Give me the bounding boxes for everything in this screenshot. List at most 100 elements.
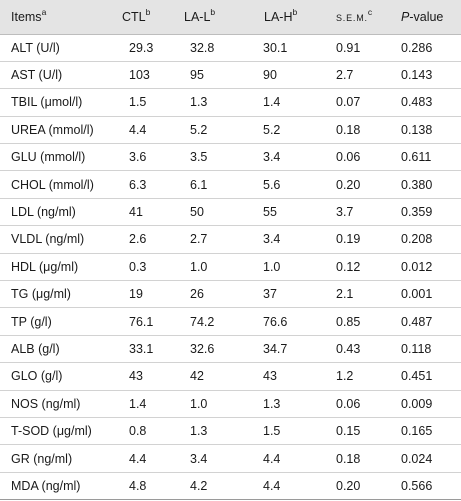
p-value-cell: 0.118: [401, 341, 432, 356]
la-l-cell: 1.3: [190, 424, 208, 439]
ctl-cell: 33.1: [129, 341, 154, 356]
la-l-cell: 4.2: [190, 478, 208, 493]
la-h-cell: 55: [263, 205, 277, 220]
item-cell: MDA (ng/ml): [11, 478, 81, 493]
la-l-cell: 95: [190, 68, 204, 83]
table-row: AST (U/l) 103 95 90 2.7 0.143: [0, 61, 461, 88]
sem-cell: 1.2: [336, 369, 354, 384]
table-header: Itemsa CTLb LA-Lb LA-Hb S.E.M.c P-value: [0, 0, 461, 34]
item-cell: ALB (g/l): [11, 341, 60, 356]
sem-cell: 0.07: [336, 95, 361, 110]
ctl-cell: 103: [129, 68, 150, 83]
item-cell: CHOL (mmol/l): [11, 177, 94, 192]
ctl-cell: 0.8: [129, 424, 147, 439]
p-value-cell: 0.487: [401, 314, 433, 329]
item-cell: GR (ng/ml): [11, 451, 73, 466]
header-items: Itemsa: [0, 0, 110, 34]
la-h-cell: 43: [263, 369, 277, 384]
header-sem-footnote: c: [367, 6, 373, 17]
ctl-cell: 1.4: [129, 396, 147, 411]
sem-cell: 2.1: [336, 287, 354, 302]
item-cell: UREA (mmol/l): [11, 122, 94, 137]
table-row: CHOL (mmol/l) 6.3 6.1 5.6 0.20 0.380: [0, 170, 461, 198]
table-row: TBIL (μmol/l) 1.5 1.3 1.4 0.07 0.483: [0, 88, 461, 116]
la-l-cell: 1.0: [190, 259, 208, 274]
header-la-l-label: LA-L: [184, 9, 211, 24]
item-cell: VLDL (ng/ml): [11, 232, 85, 247]
p-value-cell: 0.359: [401, 205, 433, 220]
header-sem-label: S.E.M.: [336, 12, 368, 23]
la-l-cell: 26: [190, 287, 204, 302]
table-row: LDL (ng/ml) 41 50 55 3.7 0.359: [0, 198, 461, 225]
la-h-cell: 4.4: [263, 478, 281, 493]
sem-cell: 0.06: [336, 150, 361, 165]
la-l-cell: 3.5: [190, 150, 208, 165]
sem-cell: 0.91: [336, 40, 361, 55]
header-la-h-footnote: b: [292, 6, 298, 17]
la-h-cell: 3.4: [263, 232, 281, 247]
table-row: HDL (μg/ml) 0.3 1.0 1.0 0.12 0.012: [0, 253, 461, 280]
la-h-cell: 90: [263, 68, 277, 83]
sem-cell: 0.43: [336, 341, 361, 356]
p-value-cell: 0.566: [401, 478, 433, 493]
ctl-cell: 43: [129, 369, 143, 384]
ctl-cell: 19: [129, 287, 143, 302]
la-h-cell: 1.5: [263, 424, 281, 439]
p-value-cell: 0.208: [401, 232, 433, 247]
p-value-cell: 0.286: [401, 40, 433, 55]
header-sem: S.E.M.c: [324, 0, 393, 34]
table-row: UREA (mmol/l) 4.4 5.2 5.2 0.18 0.138: [0, 116, 461, 143]
item-cell: T-SOD (μg/ml): [11, 424, 92, 439]
header-la-l: LA-Lb: [172, 0, 252, 34]
item-cell: LDL (ng/ml): [11, 205, 76, 220]
p-value-cell: 0.611: [401, 150, 432, 165]
ctl-cell: 6.3: [129, 177, 147, 192]
item-cell: HDL (μg/ml): [11, 259, 79, 274]
header-items-label: Items: [11, 9, 42, 24]
ctl-cell: 0.3: [129, 259, 147, 274]
la-l-cell: 6.1: [190, 177, 208, 192]
la-l-cell: 50: [190, 205, 204, 220]
sem-cell: 0.20: [336, 177, 361, 192]
sem-cell: 0.85: [336, 314, 361, 329]
la-h-cell: 5.6: [263, 177, 281, 192]
item-cell: GLO (g/l): [11, 369, 63, 384]
la-l-cell: 42: [190, 369, 204, 384]
table-row: TP (g/l) 76.1 74.2 76.6 0.85 0.487: [0, 307, 461, 335]
ctl-cell: 4.8: [129, 478, 147, 493]
item-cell: TP (g/l): [11, 314, 52, 329]
header-p-rest: -value: [409, 9, 444, 24]
table-row: GR (ng/ml) 4.4 3.4 4.4 0.18 0.024: [0, 444, 461, 472]
la-l-cell: 74.2: [190, 314, 215, 329]
p-value-cell: 0.024: [401, 451, 433, 466]
table-row: T-SOD (μg/ml) 0.8 1.3 1.5 0.15 0.165: [0, 417, 461, 444]
la-l-cell: 1.3: [190, 95, 208, 110]
item-cell: ALT (U/l): [11, 40, 60, 55]
la-l-cell: 2.7: [190, 232, 208, 247]
header-la-l-footnote: b: [210, 6, 216, 17]
ctl-cell: 3.6: [129, 150, 147, 165]
la-h-cell: 4.4: [263, 451, 281, 466]
p-value-cell: 0.138: [401, 122, 433, 137]
sem-cell: 2.7: [336, 68, 354, 83]
header-la-h-label: LA-H: [264, 9, 293, 24]
p-value-cell: 0.143: [401, 68, 433, 83]
table-row: GLU (mmol/l) 3.6 3.5 3.4 0.06 0.611: [0, 143, 461, 171]
la-h-cell: 37: [263, 287, 277, 302]
sem-cell: 0.15: [336, 424, 361, 439]
p-value-cell: 0.165: [401, 424, 433, 439]
item-cell: NOS (ng/ml): [11, 396, 81, 411]
p-value-cell: 0.380: [401, 177, 433, 192]
la-h-cell: 1.3: [263, 396, 281, 411]
table-row: NOS (ng/ml) 1.4 1.0 1.3 0.06 0.009: [0, 390, 461, 417]
p-value-cell: 0.009: [401, 396, 433, 411]
ctl-cell: 76.1: [129, 314, 154, 329]
p-value-cell: 0.001: [401, 287, 433, 302]
header-la-h: LA-Hb: [252, 0, 324, 34]
table-row: GLO (g/l) 43 42 43 1.2 0.451: [0, 362, 461, 390]
la-l-cell: 5.2: [190, 122, 208, 137]
la-l-cell: 32.8: [190, 40, 215, 55]
item-cell: TG (μg/ml): [11, 287, 71, 302]
header-p-value: P-value: [393, 0, 461, 34]
